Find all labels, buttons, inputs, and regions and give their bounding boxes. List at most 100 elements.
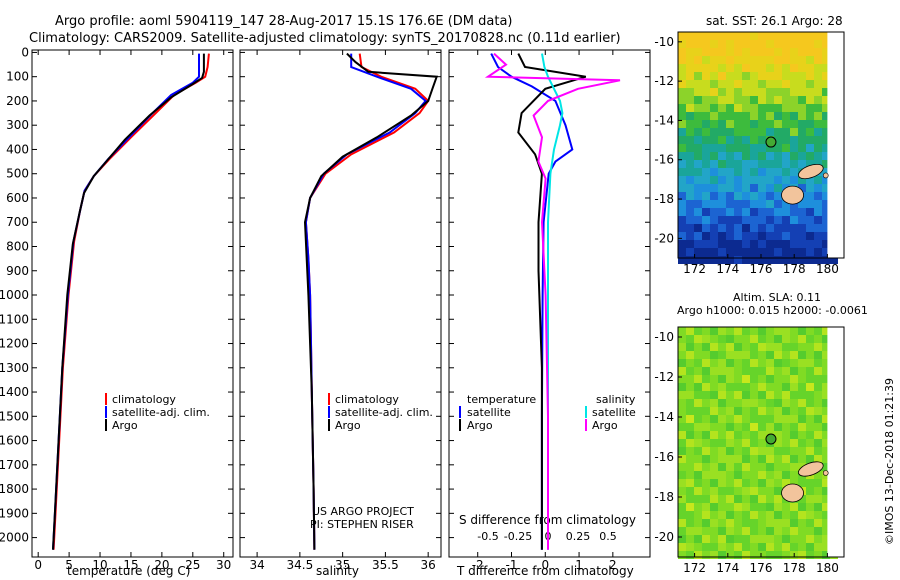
map-cell	[742, 359, 750, 367]
map-cell	[790, 527, 798, 535]
map-cell	[694, 96, 702, 104]
map-cell	[726, 543, 734, 551]
map-cell	[718, 176, 726, 184]
map-cell	[766, 327, 774, 335]
map-cell	[710, 80, 718, 88]
map-cell	[734, 200, 742, 208]
map-cell	[806, 160, 814, 168]
map-cell	[750, 208, 758, 216]
map-cell	[686, 335, 694, 343]
map-cell	[742, 447, 750, 455]
map-cell	[678, 248, 686, 256]
map-cell	[774, 455, 782, 463]
map-cell	[678, 64, 686, 72]
map-cell	[726, 551, 734, 559]
map-cell	[750, 455, 758, 463]
map-cell	[806, 543, 814, 551]
map-cell	[814, 495, 822, 503]
x-tick-label: 5	[65, 558, 73, 572]
map-cell	[742, 527, 750, 535]
header-line2: Climatology: CARS2009. Satellite-adjuste…	[29, 31, 621, 46]
map-cell	[798, 383, 806, 391]
map-cell	[710, 495, 718, 503]
island-small	[822, 172, 829, 179]
map-cell	[686, 415, 694, 423]
map-cell	[726, 64, 734, 72]
map-cell	[758, 160, 766, 168]
map-cell	[758, 240, 766, 248]
map-cell	[710, 72, 718, 80]
map-cell	[718, 136, 726, 144]
map-cell	[726, 535, 734, 543]
map-cell	[814, 120, 822, 128]
map-cell	[718, 351, 726, 359]
map-cell	[782, 431, 790, 439]
map-cell	[702, 152, 710, 160]
map-cell	[686, 423, 694, 431]
map-cell	[734, 551, 742, 559]
map-cell	[726, 471, 734, 479]
lat-tick-label: -14	[654, 410, 674, 424]
map-cell	[742, 407, 750, 415]
map-cell	[766, 519, 774, 527]
map-cell	[798, 551, 806, 559]
map-cell	[734, 208, 742, 216]
map-cell	[758, 208, 766, 216]
map-cell	[822, 383, 830, 391]
depth-tick-label: 1300	[0, 361, 29, 375]
map-cell	[742, 128, 750, 136]
map-cell	[710, 64, 718, 72]
map-cell	[678, 128, 686, 136]
map-cell	[694, 64, 702, 72]
map-cell	[758, 136, 766, 144]
map-cell	[710, 447, 718, 455]
series-satellite-adj-clim-	[304, 53, 428, 550]
map-cell	[822, 136, 830, 144]
map-cell	[726, 40, 734, 48]
map-cell	[822, 120, 830, 128]
map-cell	[734, 168, 742, 176]
map-cell	[750, 192, 758, 200]
map-cell	[758, 335, 766, 343]
map-cell	[726, 32, 734, 40]
map-cell	[806, 343, 814, 351]
map-cell	[686, 104, 694, 112]
map-cell	[710, 487, 718, 495]
map-cell	[798, 96, 806, 104]
map-cell	[694, 136, 702, 144]
map-cell	[718, 160, 726, 168]
map-cell	[702, 168, 710, 176]
map-cell	[790, 144, 798, 152]
map-cell	[774, 200, 782, 208]
lat-tick-label: -18	[654, 490, 674, 504]
map-cell	[726, 192, 734, 200]
map-cell	[758, 447, 766, 455]
map-cell	[702, 72, 710, 80]
map-cell	[790, 343, 798, 351]
map-cell	[742, 351, 750, 359]
map-cell	[806, 64, 814, 72]
map-cell	[710, 240, 718, 248]
legend-t-satellite: satellite	[467, 406, 511, 419]
map-cell	[774, 327, 782, 335]
map-cell	[718, 240, 726, 248]
map-cell	[822, 184, 830, 192]
map-cell	[758, 359, 766, 367]
map-cell	[742, 551, 750, 559]
map-cell	[798, 351, 806, 359]
map-cell	[758, 383, 766, 391]
map-cell	[814, 407, 822, 415]
map-cell	[694, 431, 702, 439]
map-cell	[782, 144, 790, 152]
map-cell	[702, 367, 710, 375]
lat-tick-label: -16	[654, 450, 674, 464]
map-cell	[750, 200, 758, 208]
map-cell	[742, 80, 750, 88]
map-cell	[686, 168, 694, 176]
map-cell	[734, 112, 742, 120]
map-cell	[742, 240, 750, 248]
map-cell	[774, 248, 782, 256]
map-cell	[814, 471, 822, 479]
map-cell	[782, 455, 790, 463]
map-cell	[814, 176, 822, 184]
